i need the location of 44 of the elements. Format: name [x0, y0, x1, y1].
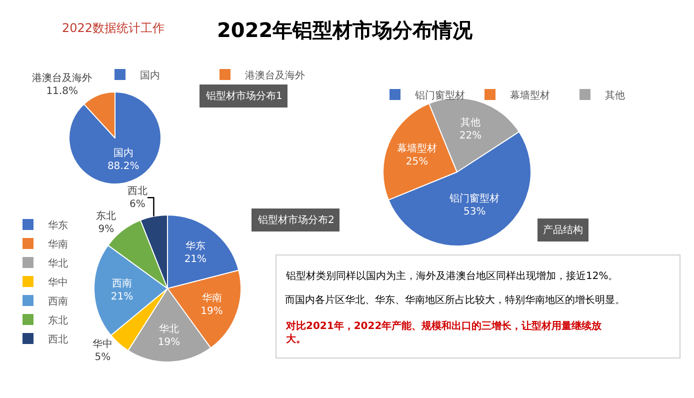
text: 2022年铝型材市场分布情况 — [217, 18, 474, 42]
text: 2022数据统计工作 — [62, 21, 165, 35]
data-label: 6% — [130, 199, 146, 210]
slice-label: 其他 — [460, 116, 481, 128]
text: 铝型材市场分布1 — [205, 90, 282, 102]
data-label: 21% — [184, 254, 207, 265]
data-label: 25% — [406, 156, 428, 168]
legend-label: 国内 — [140, 69, 160, 82]
data-label: 53% — [464, 206, 486, 218]
text: 而国内各片区华北、华东、华南地区所占比较大，特别华南地区的增长明显。 — [285, 294, 625, 306]
legend-label: 西南 — [48, 295, 68, 308]
data-label: 19% — [200, 306, 223, 317]
slice-label: 东北 — [96, 210, 116, 222]
slice-label: 国内 — [113, 146, 134, 159]
data-label: 5% — [94, 352, 111, 364]
data-label: 21% — [110, 291, 134, 302]
slice-label: 华中 — [92, 338, 113, 350]
slice-label: 华东 — [185, 240, 206, 252]
slice-label: 华南 — [202, 292, 222, 304]
text: 产品结构 — [543, 224, 583, 236]
text: 铝型材市场分布2 — [257, 214, 334, 226]
text: 对比2021年，2022年产能、规模和出口的三增长，让型材用量继续放大。 — [285, 320, 603, 345]
legend-label: 铝门窗型材 — [414, 89, 465, 102]
legend-label: 华北 — [48, 257, 68, 270]
legend-label: 西北 — [48, 333, 68, 346]
slice-label: 港澳台及海外 — [32, 72, 92, 84]
legend-label: 华南 — [48, 238, 68, 250]
text: 铝型材类别同样以国内为主，海外及港澳台地区同样出现增加，接近12%。 — [285, 270, 618, 282]
legend-label: 华中 — [48, 276, 68, 288]
slice-label: 华北 — [158, 323, 179, 336]
data-label: 9% — [98, 224, 114, 236]
legend-label: 幕墙型材 — [510, 89, 550, 102]
data-label: 88.2% — [107, 160, 140, 172]
legend-label: 东北 — [48, 314, 68, 326]
legend-label: 港澳台及海外 — [245, 69, 305, 82]
data-label: 22% — [459, 130, 482, 142]
slice-label: 西南 — [112, 277, 132, 290]
slice-label: 铝门窗型材 — [448, 192, 500, 204]
data-label: 11.8% — [46, 86, 78, 97]
data-label: 19% — [158, 337, 180, 348]
slice-label: 幕墙型材 — [397, 142, 438, 155]
legend-label: 其他 — [605, 89, 625, 102]
slice-label: 西北 — [127, 185, 148, 198]
legend-label: 华东 — [48, 219, 68, 232]
